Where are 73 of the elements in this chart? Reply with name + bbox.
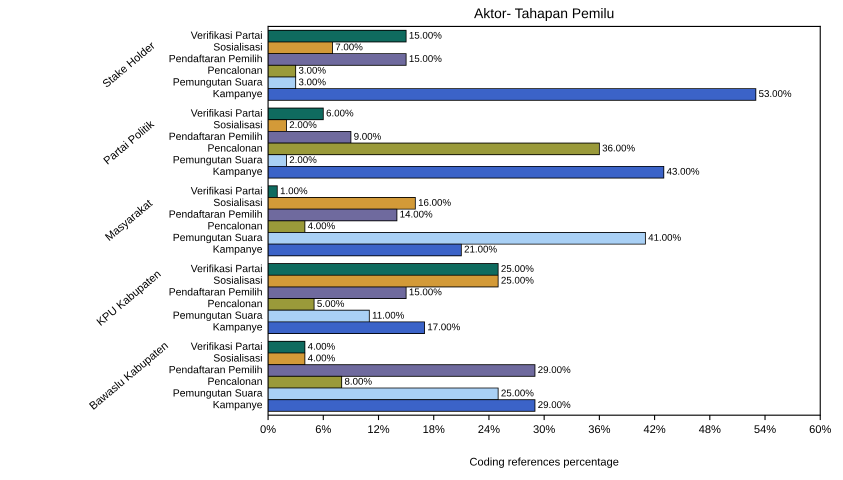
data-label: 16.00% bbox=[418, 199, 451, 206]
text: Sosialisasi bbox=[214, 198, 262, 206]
series-label: Verifikasi Partai bbox=[190, 31, 262, 39]
x-axis-title: Coding references percentage bbox=[470, 458, 618, 468]
text: Pemungutan Suara bbox=[174, 311, 263, 321]
text: Sosialisasi bbox=[214, 120, 262, 128]
data-label: 25.00% bbox=[501, 390, 534, 396]
text: Pencalonan bbox=[208, 222, 262, 230]
data-label: 8.00% bbox=[344, 378, 372, 385]
data-label: 17.00% bbox=[428, 323, 460, 330]
data-label: 41.00% bbox=[648, 234, 681, 241]
data-label: 9.00% bbox=[354, 132, 381, 140]
data-label: 7.00% bbox=[336, 44, 362, 50]
data-label: 15.00% bbox=[410, 288, 442, 296]
text: Kampanye bbox=[214, 245, 262, 255]
data-label: 15.00% bbox=[410, 55, 442, 62]
data-label: 43.00% bbox=[666, 168, 700, 175]
data-label: 25.00% bbox=[501, 276, 534, 284]
x-tick-label: 0% bbox=[260, 425, 276, 434]
x-tick-label: 54% bbox=[754, 425, 776, 434]
data-label: 36.00% bbox=[602, 144, 635, 152]
data-label: 15.00% bbox=[410, 32, 442, 39]
text: Pendaftaran Pemilih bbox=[170, 132, 262, 140]
data-label: 3.00% bbox=[298, 78, 326, 86]
series-label: Pendaftaran Pemilih bbox=[170, 54, 262, 62]
text: Pencalonan bbox=[208, 300, 262, 308]
text: Verifikasi Partai bbox=[190, 264, 262, 272]
data-label: 4.00% bbox=[308, 342, 335, 350]
x-tick-label: 6% bbox=[316, 425, 331, 434]
series-label: Sosialisasi bbox=[214, 42, 262, 51]
data-label: 2.00% bbox=[290, 156, 316, 164]
x-tick-label: 48% bbox=[698, 425, 721, 434]
text: Verifikasi Partai bbox=[190, 186, 262, 194]
data-label: 11.00% bbox=[372, 312, 404, 319]
text: Verifikasi Partai bbox=[190, 342, 262, 350]
x-tick-label: 42% bbox=[644, 425, 666, 434]
text: Kampanye bbox=[214, 401, 262, 410]
text: Pencalonan bbox=[208, 144, 262, 152]
data-label: 14.00% bbox=[400, 210, 432, 218]
text: Pemungutan Suara bbox=[174, 234, 263, 244]
x-tick-label: 60% bbox=[810, 425, 831, 434]
x-tick-label: 12% bbox=[368, 425, 390, 434]
chart-title: Aktor- Tahapan Pemilu bbox=[474, 8, 614, 21]
text: Kampanye bbox=[214, 168, 262, 178]
x-tick-label: 36% bbox=[588, 425, 610, 434]
data-label: 29.00% bbox=[538, 401, 570, 408]
x-tick-label: 18% bbox=[423, 425, 444, 434]
text: Verifikasi Partai bbox=[190, 109, 262, 117]
data-label: 25.00% bbox=[501, 265, 534, 272]
text: Pencalonan bbox=[208, 377, 262, 385]
data-label: 5.00% bbox=[317, 300, 344, 307]
series-label: Pemungutan Suara bbox=[174, 78, 263, 88]
text: Sosialisasi bbox=[214, 276, 262, 284]
text: Sosialisasi bbox=[214, 354, 262, 362]
text: Pemungutan Suara bbox=[174, 389, 263, 399]
series-label: Pencalonan bbox=[208, 66, 262, 74]
text: Pendaftaran Pemilih bbox=[170, 366, 262, 374]
data-label: 4.00% bbox=[308, 222, 335, 230]
text: Pemungutan Suara bbox=[174, 156, 263, 166]
data-label: 3.00% bbox=[298, 66, 326, 74]
series-label: Kampanye bbox=[214, 90, 262, 100]
text: Kampanye bbox=[214, 323, 262, 333]
text: Pendaftaran Pemilih bbox=[170, 288, 262, 296]
data-label: 29.00% bbox=[538, 366, 570, 374]
text: Pendaftaran Pemilih bbox=[170, 210, 262, 218]
data-label: 21.00% bbox=[464, 246, 497, 253]
data-label: 2.00% bbox=[290, 121, 316, 128]
data-label: 4.00% bbox=[308, 354, 335, 362]
data-label: 6.00% bbox=[326, 110, 354, 116]
data-label: 1.00% bbox=[280, 187, 308, 194]
data-label: 53.00% bbox=[758, 90, 792, 98]
x-tick-label: 30% bbox=[533, 425, 555, 434]
x-tick-label: 24% bbox=[478, 425, 500, 434]
